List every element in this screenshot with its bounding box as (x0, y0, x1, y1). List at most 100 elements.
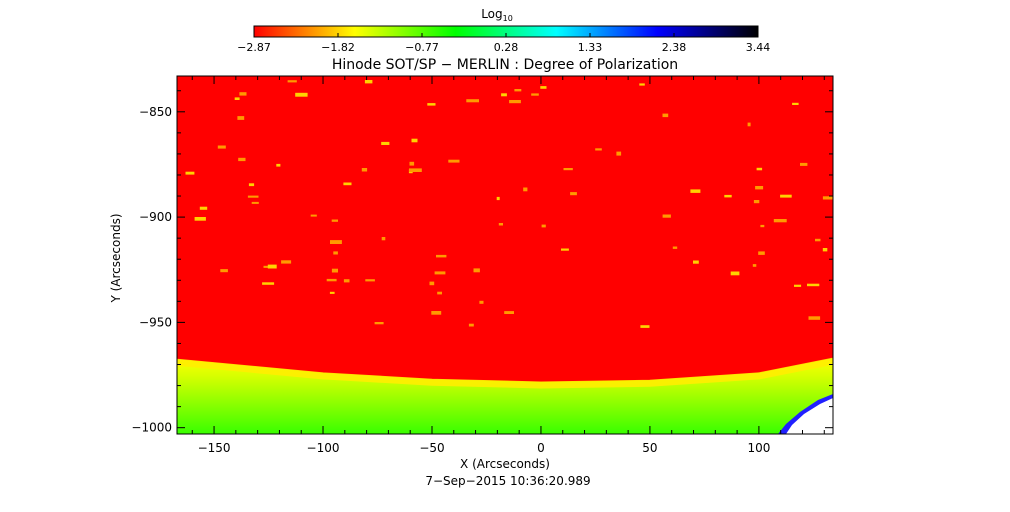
speckle (479, 300, 484, 304)
speckle (807, 283, 820, 287)
speckle (468, 323, 474, 327)
speckle (429, 281, 435, 286)
speckle (752, 264, 757, 267)
x-tick-label: 100 (747, 441, 770, 455)
speckle (570, 192, 577, 196)
speckle (693, 260, 699, 264)
speckle (541, 224, 546, 228)
speckle (343, 279, 350, 283)
colorbar-label: Log10 (481, 7, 513, 23)
speckle (185, 171, 195, 175)
colorbar-tick-label: 2.38 (662, 41, 687, 54)
plot-area (177, 76, 833, 434)
speckle (238, 157, 246, 162)
speckle (563, 168, 573, 171)
speckle (267, 264, 277, 269)
speckle (523, 187, 528, 192)
colorbar-ticks: −2.87 −1.82 −0.77 0.28 1.33 2.38 3.44 (237, 33, 770, 54)
speckle (248, 183, 255, 187)
colorbar-tick-label: 0.28 (494, 41, 519, 54)
y-tick-label: −950 (139, 315, 172, 329)
speckle (730, 271, 740, 276)
speckle (758, 251, 765, 255)
speckle (437, 291, 442, 295)
speckle (822, 248, 828, 252)
chart-title: Hinode SOT/SP − MERLIN : Degree of Polar… (332, 57, 678, 73)
x-axis: −150 −100 −50 0 50 100 (191, 76, 825, 455)
speckle (276, 163, 281, 167)
speckle (561, 248, 569, 251)
y-axis: −850 −900 −950 −1000 (131, 90, 833, 435)
speckle (755, 186, 764, 190)
x-tick-label: 50 (642, 441, 657, 455)
speckle (747, 122, 751, 127)
colorbar-tick-label: 1.33 (578, 41, 603, 54)
y-tick-label: −1000 (131, 421, 172, 435)
speckle (361, 168, 368, 172)
speckle (381, 237, 386, 241)
speckle (431, 311, 442, 315)
speckle (409, 168, 422, 172)
speckle (672, 246, 678, 249)
speckle (540, 86, 547, 89)
speckle (331, 219, 338, 222)
speckle (662, 214, 671, 218)
speckle (808, 316, 821, 320)
speckle (496, 196, 500, 201)
speckle (434, 271, 446, 275)
speckle (287, 80, 297, 83)
speckle (760, 224, 765, 228)
speckle (792, 102, 799, 105)
x-tick-label: −100 (307, 441, 340, 455)
speckle (251, 201, 259, 204)
speckle (331, 268, 338, 273)
speckle (504, 311, 514, 314)
speckle (199, 206, 208, 210)
x-tick-label: −50 (419, 441, 444, 455)
speckle (662, 113, 669, 118)
speckle (262, 282, 275, 285)
y-tick-label: −850 (139, 105, 172, 119)
speckle (310, 214, 317, 217)
speckle (822, 196, 833, 200)
speckle (364, 80, 373, 84)
speckle (756, 167, 763, 171)
speckle (247, 195, 259, 198)
colorbar-tick-label: −0.77 (405, 41, 439, 54)
speckle (295, 92, 308, 97)
speckle (436, 254, 447, 258)
speckle (194, 217, 206, 221)
speckle (217, 145, 226, 149)
x-tick-label: 0 (537, 441, 545, 455)
speckle (365, 279, 375, 282)
speckle (640, 325, 650, 328)
speckle (800, 162, 808, 166)
speckle (239, 92, 247, 96)
corner-saturated-region (778, 394, 833, 434)
colorbar-tick-label: −2.87 (237, 41, 271, 54)
speckle (639, 83, 645, 86)
speckle (473, 268, 480, 273)
x-tick-label: −150 (198, 441, 231, 455)
speckle (220, 269, 228, 273)
plot-frame (176, 75, 834, 435)
speckle (498, 223, 503, 226)
limb-band (177, 357, 833, 389)
speckle (381, 141, 390, 145)
speckle (773, 219, 787, 223)
speckle (595, 148, 602, 151)
speckle (448, 159, 460, 163)
speckle (514, 89, 522, 92)
speckle (411, 138, 418, 143)
speckle (237, 116, 245, 120)
speckle (753, 200, 760, 204)
speckle (234, 97, 240, 100)
speckle (780, 194, 792, 198)
polarization-speckles (185, 80, 833, 328)
colorbar-tick-label: 3.44 (746, 41, 771, 54)
speckle (330, 240, 342, 244)
speckle (326, 278, 337, 282)
speckle (466, 99, 479, 103)
speckle (281, 260, 292, 264)
